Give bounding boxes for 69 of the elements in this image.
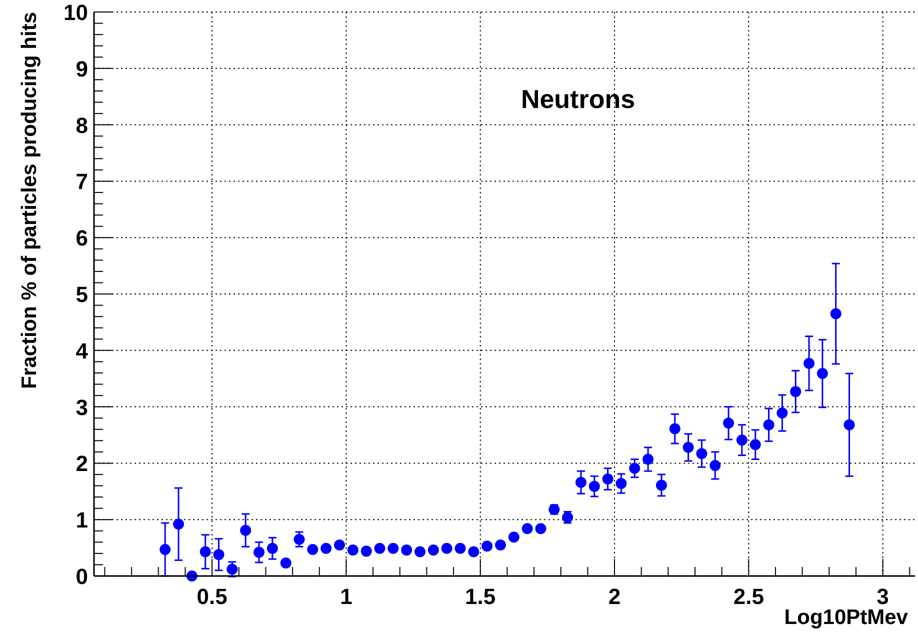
y-tick-label: 0 (76, 564, 88, 589)
point (414, 546, 426, 558)
point (844, 419, 855, 430)
point (763, 419, 774, 430)
x-tick-label: 1 (340, 584, 352, 609)
y-tick-label: 8 (76, 112, 88, 138)
point (160, 544, 171, 555)
point (710, 460, 721, 471)
point (294, 534, 305, 545)
point (629, 462, 640, 474)
point (347, 544, 358, 556)
point (494, 539, 506, 550)
x-tick-label: 2.5 (733, 584, 764, 609)
y-axis-title: Fraction % of particles producing hits (18, 12, 41, 389)
point (213, 549, 224, 560)
point (575, 476, 586, 488)
point (816, 368, 828, 380)
x-axis-title: Log10PtMev (784, 606, 908, 629)
point (696, 448, 708, 460)
point (508, 532, 520, 543)
point (200, 546, 211, 558)
point (535, 523, 546, 534)
point (334, 539, 345, 550)
point (320, 542, 332, 554)
y-tick-label: 6 (76, 226, 88, 251)
point (173, 518, 184, 530)
x-tick-label: 3 (876, 584, 889, 609)
point (388, 542, 399, 554)
point (441, 542, 452, 554)
point (682, 442, 694, 453)
point (360, 546, 372, 557)
point (254, 546, 265, 558)
x-tick-label: 1.5 (465, 584, 496, 609)
y-tick-label: 9 (76, 56, 88, 82)
point (226, 564, 238, 575)
y-tick-label: 7 (76, 169, 88, 194)
point (588, 480, 600, 492)
point (669, 423, 680, 434)
point (522, 523, 533, 534)
point (374, 542, 386, 554)
point (266, 542, 278, 554)
point (790, 386, 802, 398)
y-tick-label: 4 (76, 338, 89, 364)
point (401, 544, 412, 556)
y-tick-label: 3 (76, 394, 88, 420)
y-tick-label: 5 (76, 282, 88, 307)
point (428, 544, 439, 556)
point (776, 408, 788, 419)
point (830, 308, 842, 320)
point (454, 542, 466, 554)
point (482, 540, 493, 552)
point (468, 546, 480, 558)
y-tick-label: 10 (64, 0, 88, 25)
point (723, 418, 734, 429)
text: Neutrons (520, 84, 636, 114)
point (240, 524, 252, 536)
point (736, 434, 748, 446)
y-tick-label: 2 (76, 451, 88, 476)
point (602, 473, 614, 484)
y-tick-label: 1 (76, 508, 88, 533)
point (642, 454, 654, 465)
point (656, 480, 667, 491)
point (804, 358, 815, 369)
point (750, 439, 761, 450)
point (616, 478, 627, 490)
x-tick-label: 0.5 (196, 584, 228, 609)
point (280, 558, 292, 569)
x-tick-label: 2 (608, 584, 621, 609)
point (307, 544, 318, 555)
